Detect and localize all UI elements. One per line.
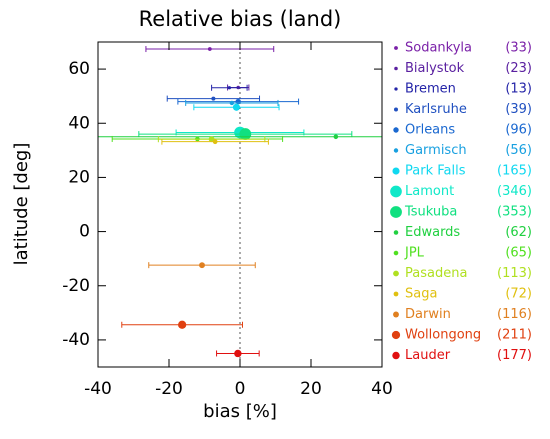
legend-marker (393, 250, 399, 256)
legend-marker (391, 330, 401, 340)
point (239, 128, 252, 140)
x-axis-label: bias [%] (203, 401, 277, 422)
legend-label: Wollongong (405, 328, 481, 343)
legend-marker (390, 185, 402, 198)
legend-count: (33) (505, 41, 532, 56)
legend-count: (62) (505, 225, 532, 240)
legend-marker (393, 127, 399, 133)
legend-marker (393, 148, 399, 153)
legend-marker (393, 230, 399, 235)
legend-label: Lamont (405, 184, 454, 199)
legend-marker (394, 66, 398, 71)
legend-label: Park Falls (405, 164, 466, 179)
legend-count: (56) (505, 143, 532, 158)
point (177, 320, 187, 329)
legend-label: Bialystok (405, 61, 465, 76)
y-tick-label: 40 (68, 113, 90, 133)
legend-count: (13) (505, 82, 532, 97)
x-tick-label: -40 (84, 379, 112, 399)
point (227, 86, 232, 90)
legend-count: (116) (497, 307, 532, 322)
legend-marker (394, 87, 398, 91)
legend-marker (393, 291, 399, 297)
legend-marker (393, 311, 399, 318)
point (232, 103, 241, 111)
legend-label: Sodankyla (405, 41, 472, 56)
point (212, 139, 218, 145)
y-tick-label: -20 (62, 276, 90, 296)
legend-label: Bremen (405, 82, 456, 97)
legend-label: Garmisch (405, 143, 467, 158)
legend-label: Tsukuba (404, 205, 457, 220)
y-tick-label: 60 (68, 59, 90, 79)
point (207, 47, 212, 51)
y-tick-label: -40 (62, 330, 90, 350)
y-tick-label: 0 (79, 222, 90, 242)
point (199, 262, 205, 269)
point (333, 134, 339, 140)
legend-label: Lauder (405, 348, 451, 363)
chart-title: Relative bias (land) (139, 7, 342, 31)
legend-marker (394, 46, 398, 50)
x-tick-label: 0 (235, 379, 246, 399)
legend-marker (394, 107, 398, 112)
legend-count: (177) (497, 348, 532, 363)
legend-count: (211) (497, 328, 532, 343)
point (234, 349, 242, 358)
legend-marker (392, 167, 400, 175)
legend-count: (65) (505, 246, 532, 261)
y-tick-label: 20 (68, 167, 90, 187)
x-tick-label: 20 (300, 379, 322, 399)
legend-label: Edwards (405, 225, 460, 240)
plot-area (98, 42, 382, 367)
legend-label: Pasadena (405, 266, 467, 281)
legend-count: (353) (497, 205, 532, 220)
legend-count: (165) (497, 164, 532, 179)
x-tick-label: 40 (371, 379, 393, 399)
x-tick-label: -20 (155, 379, 183, 399)
legend-count: (346) (497, 184, 532, 199)
legend-label: JPL (404, 246, 425, 261)
legend-count: (39) (505, 102, 532, 117)
legend-label: Orleans (405, 123, 455, 138)
y-axis-label: latitude [deg] (11, 143, 32, 266)
legend-marker (390, 206, 402, 218)
legend-count: (96) (505, 123, 532, 138)
point (235, 98, 241, 105)
legend-marker (392, 351, 400, 360)
legend-label: Saga (405, 287, 437, 302)
legend-count: (113) (497, 266, 532, 281)
point (211, 96, 216, 101)
point (229, 100, 235, 106)
legend-count: (23) (505, 61, 532, 76)
legend-count: (72) (505, 287, 532, 302)
legend-label: Darwin (405, 307, 451, 322)
legend-label: Karlsruhe (405, 102, 467, 117)
legend-marker (393, 270, 399, 277)
